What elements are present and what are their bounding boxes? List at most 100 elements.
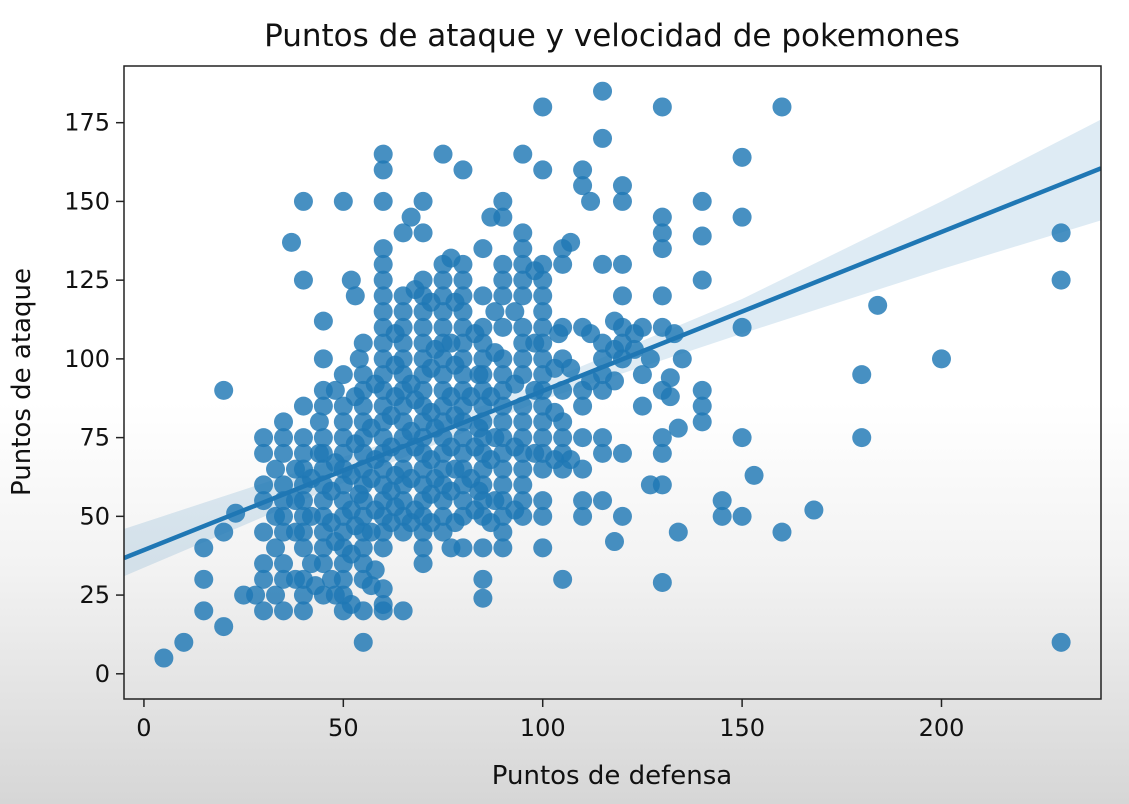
data-point <box>266 585 286 605</box>
data-point <box>333 569 353 589</box>
data-point <box>712 491 732 511</box>
data-point <box>513 223 533 243</box>
data-point <box>533 97 553 117</box>
data-point <box>433 144 453 164</box>
data-point <box>373 286 393 306</box>
data-point <box>333 412 353 432</box>
data-point <box>341 270 361 290</box>
y-axis-label: Puntos de ataque <box>7 268 37 496</box>
data-point <box>293 191 313 211</box>
data-point <box>1051 270 1071 290</box>
data-point <box>493 538 513 558</box>
data-point <box>772 97 792 117</box>
data-point <box>732 428 752 448</box>
data-point <box>652 428 672 448</box>
data-point <box>573 396 593 416</box>
data-point <box>493 522 513 542</box>
data-point <box>533 270 553 290</box>
data-point <box>333 365 353 385</box>
data-point <box>214 380 234 400</box>
data-point <box>513 428 533 448</box>
data-point <box>194 538 214 558</box>
data-point <box>692 396 712 416</box>
data-point <box>353 333 373 353</box>
y-tick-label: 0 <box>95 660 110 688</box>
data-point <box>254 475 274 495</box>
data-point <box>493 459 513 479</box>
data-point <box>513 491 533 511</box>
data-point <box>293 522 313 542</box>
data-point <box>274 443 294 463</box>
data-point <box>309 412 329 432</box>
data-point <box>493 412 513 432</box>
data-point <box>732 207 752 227</box>
data-point <box>652 475 672 495</box>
data-point <box>453 538 473 558</box>
data-point <box>214 617 234 637</box>
data-point <box>804 500 824 520</box>
data-point <box>493 254 513 274</box>
data-point <box>373 191 393 211</box>
data-point <box>393 223 413 243</box>
data-points <box>154 81 1071 668</box>
data-point <box>373 595 393 615</box>
data-point <box>505 302 525 322</box>
data-point <box>453 365 473 385</box>
data-point <box>581 191 601 211</box>
data-point <box>573 506 593 526</box>
data-point <box>274 601 294 621</box>
data-point <box>533 160 553 180</box>
data-point <box>493 270 513 290</box>
data-point <box>612 443 632 463</box>
data-point <box>413 538 433 558</box>
data-point <box>593 428 613 448</box>
data-point <box>353 601 373 621</box>
data-point <box>660 387 680 407</box>
data-point <box>573 160 593 180</box>
data-point <box>533 428 553 448</box>
data-point <box>868 295 888 315</box>
data-point <box>373 254 393 274</box>
data-point <box>612 286 632 306</box>
data-point <box>513 349 533 369</box>
data-point <box>413 554 433 574</box>
data-point <box>573 176 593 196</box>
data-point <box>194 601 214 621</box>
data-point <box>473 569 493 589</box>
data-point <box>1051 223 1071 243</box>
data-point <box>254 569 274 589</box>
data-point <box>485 302 505 322</box>
data-point <box>493 286 513 306</box>
data-point <box>473 286 493 306</box>
data-point <box>493 317 513 337</box>
data-point <box>692 270 712 290</box>
data-point <box>373 160 393 180</box>
data-point <box>593 81 613 101</box>
y-tick-label: 50 <box>79 502 110 530</box>
data-point <box>365 560 385 580</box>
y-tick-label: 75 <box>79 424 110 452</box>
x-tick-label: 50 <box>328 714 359 742</box>
data-point <box>533 491 553 511</box>
data-point <box>573 459 593 479</box>
data-point <box>373 302 393 322</box>
data-point <box>473 538 493 558</box>
data-point <box>533 333 553 353</box>
data-point <box>612 191 632 211</box>
data-point <box>652 443 672 463</box>
data-point <box>513 317 533 337</box>
data-point <box>194 569 214 589</box>
data-point <box>473 317 493 337</box>
data-point <box>453 302 473 322</box>
data-point <box>561 232 581 252</box>
data-point <box>493 475 513 495</box>
data-point <box>313 311 333 331</box>
data-point <box>254 601 274 621</box>
data-point <box>401 207 421 227</box>
data-point <box>373 270 393 290</box>
data-point <box>533 302 553 322</box>
data-point <box>274 412 294 432</box>
x-tick-label: 100 <box>520 714 566 742</box>
data-point <box>553 569 573 589</box>
